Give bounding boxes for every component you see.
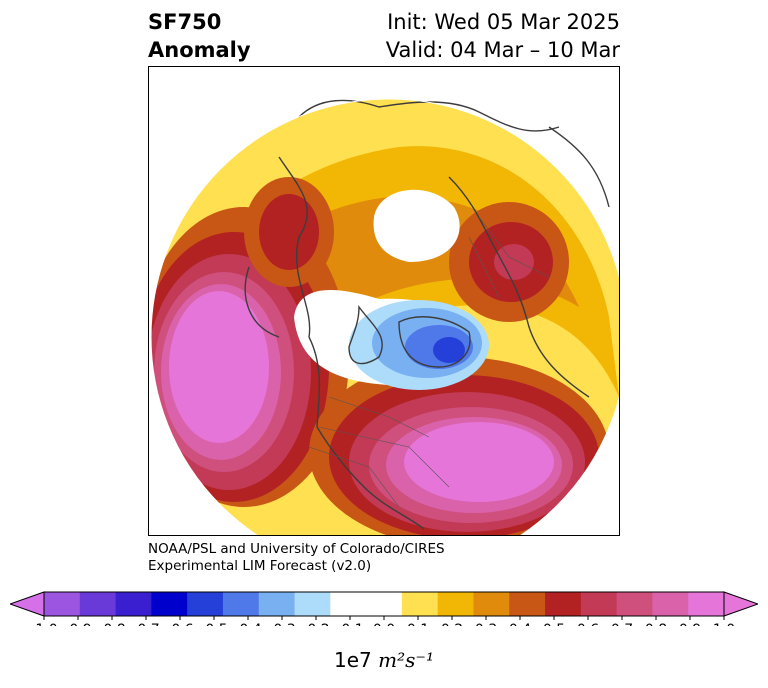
colorbar-bin [151, 592, 188, 616]
colorbar-bin [401, 592, 439, 616]
anomaly-map [148, 66, 620, 536]
credit-line-2: Experimental LIM Forecast (v2.0) [148, 558, 372, 574]
colorbar-bin [473, 592, 510, 616]
colorbar-bin [187, 592, 224, 616]
colorbar-tick-label: -0.7 [132, 622, 159, 626]
colorbar-bin [258, 592, 296, 616]
colorbar-bin [652, 592, 689, 616]
credit-line-1: NOAA/PSL and University of Colorado/CIRE… [148, 541, 445, 557]
colorbar-extend-left [10, 591, 45, 617]
colorbar-bin [330, 592, 367, 616]
valid-range: Valid: 04 Mar – 10 Mar [385, 38, 620, 62]
colorbar-extend-right [723, 591, 758, 617]
map-svg [150, 98, 619, 535]
colorbar-tick-label: 0.3 [475, 622, 497, 626]
polar-neutral-zone [373, 189, 460, 262]
colorbar-bin [437, 592, 474, 616]
colorbar-tick-label: -0.9 [64, 622, 91, 626]
forecast-dates: Init: Wed 05 Mar 2025 Valid: 04 Mar – 10… [386, 8, 620, 64]
credit-text: NOAA/PSL and University of Colorado/CIRE… [148, 541, 445, 575]
colorbar-tick-label: 0.1 [407, 622, 429, 626]
colorbar-bin [616, 592, 653, 616]
units-scale: 1e7 [334, 648, 372, 672]
colorbar-bin [115, 592, 152, 616]
title-field-type: Anomaly [148, 38, 251, 62]
chart-title: SF750 Anomaly [148, 8, 251, 64]
colorbar-tick-label: -0.1 [336, 622, 363, 626]
coastlines [244, 99, 610, 530]
colorbar-bin [79, 592, 117, 616]
colorbar-bin [509, 592, 546, 616]
borders [308, 216, 550, 508]
colorbar-tick-label: -0.5 [200, 622, 227, 626]
colorbar-tick-label: 0.8 [645, 622, 667, 626]
title-field-name: SF750 [148, 10, 222, 34]
init-date: Init: Wed 05 Mar 2025 [387, 10, 620, 34]
colorbar-bin [294, 592, 331, 616]
colorbar-tick-label: 0.0 [373, 622, 395, 626]
colorbar-bin [580, 592, 618, 616]
colorbar-tick-label: 0.9 [679, 622, 701, 626]
colorbar-tick-label: 0.4 [509, 622, 531, 626]
colorbar-tick-label: -0.2 [302, 622, 329, 626]
atlantic-anomaly [309, 357, 609, 535]
colorbar-tick-label: 0.6 [577, 622, 599, 626]
colorbar-tick-label: 0.7 [611, 622, 633, 626]
colorbar-tick-label: -0.3 [268, 622, 295, 626]
colorbar-tick-label: 1.0 [713, 622, 735, 626]
units-math: m²s⁻¹ [378, 648, 434, 672]
greenland-negative-anomaly [349, 300, 489, 390]
colorbar-tick-label: -1.0 [30, 622, 57, 626]
colorbar-tick-label: 0.2 [441, 622, 463, 626]
anomaly-fields [151, 99, 619, 535]
colorbar-bin [222, 592, 260, 616]
colorbar-bin [44, 592, 81, 616]
colorbar-bin [545, 592, 582, 616]
colorbar-tick-label: -0.8 [98, 622, 125, 626]
colorbar-bin [366, 592, 403, 616]
colorbar-units: 1e7 m²s⁻¹ [0, 648, 768, 672]
colorbar-tick-label: 0.5 [543, 622, 565, 626]
colorbar-tick-label: -0.4 [234, 622, 261, 626]
colorbar: -1.0 -0.9 -0.8 -0.7 -0.6 -0.5 -0.4 -0.3 -0.2 -0.1… [10, 591, 758, 626]
colorbar-bin [688, 592, 725, 616]
colorbar-tick-label: -0.6 [166, 622, 193, 626]
